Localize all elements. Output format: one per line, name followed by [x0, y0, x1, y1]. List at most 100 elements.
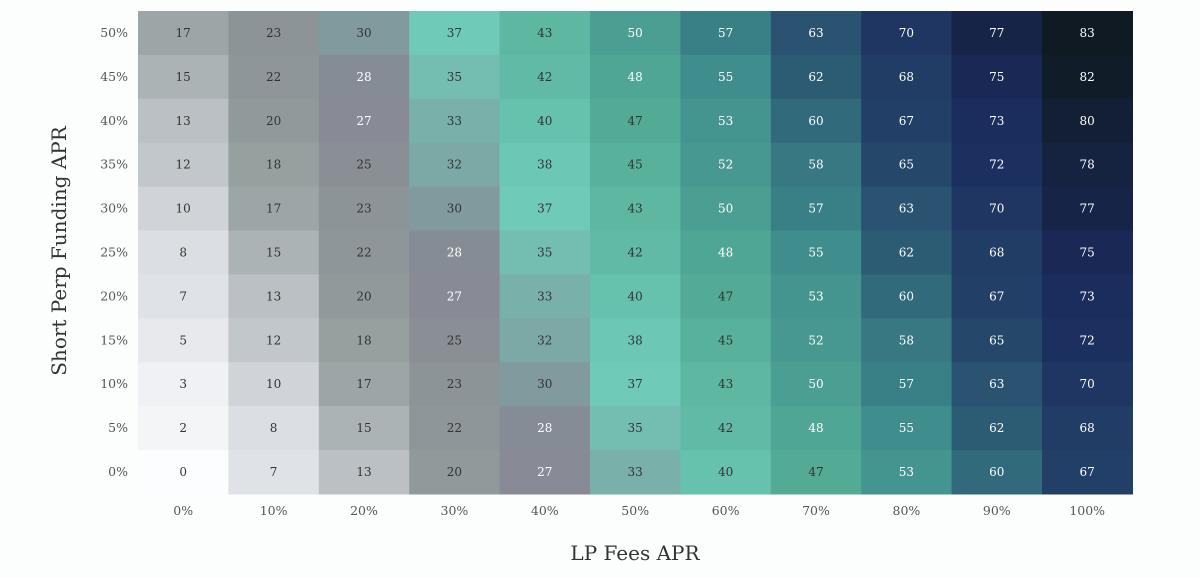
- heatmap-cell: [228, 450, 320, 495]
- heatmap-cell-label: 48: [808, 421, 823, 435]
- heatmap-cell: [951, 318, 1043, 363]
- heatmap-cell: [1042, 362, 1133, 407]
- heatmap-cell-label: 33: [537, 289, 552, 303]
- heatmap-cell: [409, 274, 501, 319]
- heatmap-cell-label: 10: [176, 202, 191, 216]
- heatmap-cell: [1042, 98, 1133, 144]
- y-tick-label: 35%: [100, 157, 128, 172]
- heatmap-cell: [951, 450, 1043, 495]
- heatmap-cell-label: 37: [628, 377, 643, 391]
- heatmap-cell-label: 65: [899, 158, 914, 172]
- heatmap-cell-label: 60: [989, 465, 1004, 479]
- heatmap-cell-label: 68: [899, 70, 914, 84]
- y-tick-label: 45%: [100, 69, 128, 84]
- heatmap-cell: [951, 406, 1043, 451]
- heatmap-cell: [680, 186, 772, 232]
- heatmap-cell: [138, 98, 229, 144]
- x-axis-ticks: 0% 10% 20% 30% 40% 50% 60% 70% 80% 90% 100%: [173, 503, 1105, 518]
- heatmap-cell: [138, 274, 229, 319]
- heatmap-cell: [228, 230, 320, 275]
- heatmap-cell-label: 13: [266, 289, 281, 303]
- x-tick-label: 60%: [712, 503, 740, 518]
- heatmap-cell: [409, 54, 501, 100]
- heatmap-cell-label: 37: [447, 26, 462, 40]
- heatmap-cell-label: 17: [356, 377, 371, 391]
- heatmap-cell: [590, 142, 681, 188]
- x-tick-label: 40%: [531, 503, 559, 518]
- heatmap-cell: [499, 450, 591, 495]
- heatmap-cell-label: 42: [628, 245, 643, 259]
- heatmap-cell-label: 42: [718, 421, 733, 435]
- heatmap-cell: [409, 11, 501, 56]
- heatmap-cell: [861, 11, 953, 56]
- heatmap-cell: [590, 362, 681, 407]
- heatmap-cell-label: 63: [808, 26, 823, 40]
- heatmap-cell: [590, 98, 681, 144]
- heatmap-cell-label: 47: [718, 289, 733, 303]
- heatmap-cell: [1042, 186, 1133, 232]
- x-tick-label: 100%: [1069, 503, 1105, 518]
- heatmap-cell: [590, 450, 681, 495]
- heatmap-cell: [680, 54, 772, 100]
- heatmap-cell: [680, 274, 772, 319]
- heatmap-cell: [228, 362, 320, 407]
- heatmap-cell-label: 50: [718, 202, 733, 216]
- heatmap-cell-label: 40: [537, 114, 552, 128]
- heatmap-cell: [951, 98, 1043, 144]
- heatmap-cell-label: 73: [1080, 289, 1095, 303]
- heatmap-cell: [228, 186, 320, 232]
- heatmap-cell: [409, 450, 501, 495]
- heatmap-cell: [951, 230, 1043, 275]
- heatmap-cell-label: 75: [1080, 245, 1095, 259]
- heatmap-cell: [318, 318, 410, 363]
- heatmap-cell: [318, 450, 410, 495]
- heatmap-cell-label: 43: [718, 377, 733, 391]
- heatmap-cell-label: 12: [266, 333, 281, 347]
- x-tick-label: 0%: [173, 503, 193, 518]
- heatmap-cell-label: 27: [447, 289, 462, 303]
- heatmap-cell-label: 68: [989, 245, 1004, 259]
- heatmap-cell-label: 70: [899, 26, 914, 40]
- heatmap-cell-label: 13: [176, 114, 191, 128]
- heatmap-cell-label: 62: [989, 421, 1004, 435]
- heatmap-cell: [861, 450, 953, 495]
- heatmap-cell: [138, 11, 229, 56]
- heatmap-cell: [590, 186, 681, 232]
- x-tick-label: 90%: [983, 503, 1011, 518]
- heatmap-cell-label: 32: [447, 158, 462, 172]
- heatmap-cell-label: 30: [537, 377, 552, 391]
- heatmap-cell-label: 50: [628, 26, 643, 40]
- heatmap-cell: [409, 186, 501, 232]
- heatmap-cell-label: 58: [808, 158, 823, 172]
- y-tick-label: 25%: [100, 244, 128, 259]
- heatmap-cell: [1042, 11, 1133, 56]
- heatmap-cell-label: 15: [266, 245, 281, 259]
- y-tick-label: 5%: [108, 420, 128, 435]
- x-tick-label: 50%: [621, 503, 649, 518]
- heatmap-cell: [590, 230, 681, 275]
- heatmap-cell: [770, 230, 862, 275]
- heatmap-cell-label: 8: [270, 421, 278, 435]
- heatmap-cell-label: 35: [628, 421, 643, 435]
- heatmap-cell: [680, 230, 772, 275]
- heatmap-cell: [770, 186, 862, 232]
- heatmap-cell-label: 67: [899, 114, 914, 128]
- heatmap-cell-label: 63: [899, 202, 914, 216]
- heatmap-cell: [861, 98, 953, 144]
- heatmap-cell-label: 38: [628, 333, 643, 347]
- heatmap-cell-label: 67: [989, 289, 1004, 303]
- heatmap-cell: [409, 406, 501, 451]
- heatmap-cell-label: 70: [989, 202, 1004, 216]
- heatmap-cell-label: 12: [176, 158, 191, 172]
- heatmap-cell: [1042, 450, 1133, 495]
- heatmap-cell-label: 67: [1080, 465, 1095, 479]
- heatmap-cell: [318, 54, 410, 100]
- heatmap-cell: [680, 362, 772, 407]
- heatmap-cell-label: 57: [808, 202, 823, 216]
- heatmap-cell: [318, 274, 410, 319]
- heatmap-cell-label: 22: [356, 245, 371, 259]
- heatmap-cell: [499, 186, 591, 232]
- heatmap-cell-label: 62: [808, 70, 823, 84]
- heatmap-cell: [318, 186, 410, 232]
